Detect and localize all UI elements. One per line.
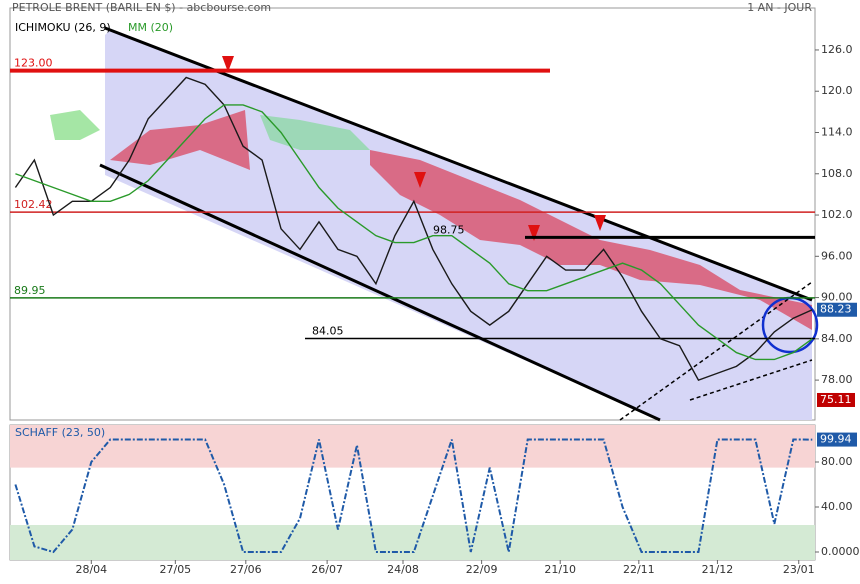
y-tick-label: 78.00 [821, 373, 853, 386]
y-tick-label: 114.0 [821, 125, 853, 138]
y-tick-label: 108.0 [821, 167, 853, 180]
level-label: 102.42 [14, 198, 53, 211]
y-tick-label: 0.0000 [821, 545, 860, 558]
ichimoku-cloud [50, 110, 100, 140]
y-tick-label: 126.0 [821, 43, 853, 56]
signal-arrows [222, 56, 606, 241]
y-tick-label: 102.0 [821, 208, 853, 221]
price-badge-label: 99.94 [820, 433, 852, 446]
ichimoku-cloud [370, 150, 812, 330]
x-tick-label: 22/11 [623, 563, 655, 576]
trend-line [689, 359, 813, 401]
price-badge-label: 75.11 [820, 393, 852, 406]
level-label: 84.05 [312, 324, 344, 337]
y-tick-label: 40.00 [821, 500, 853, 513]
legend-entry: SCHAFF (23, 50) [15, 426, 105, 439]
trend-line [104, 26, 813, 302]
x-tick-label: 22/09 [466, 563, 498, 576]
trend-line [99, 163, 661, 422]
x-tick-label: 27/06 [230, 563, 262, 576]
x-tick-label: 21/10 [544, 563, 576, 576]
zone [10, 525, 815, 560]
ichimoku-cloud [110, 110, 250, 170]
indicator-label: ICHIMOKU (26, 9) [15, 21, 111, 34]
x-tick-label: 23/01 [783, 563, 815, 576]
price-badge [817, 302, 857, 317]
price-badge [817, 432, 857, 447]
series-line [15, 104, 813, 361]
y-tick-label: 96.00 [821, 249, 853, 262]
period-label: 1 AN - JOUR [747, 1, 812, 14]
x-tick-label: 28/04 [75, 563, 107, 576]
x-tick-label: 21/12 [702, 563, 734, 576]
x-tick-label: 26/07 [311, 563, 343, 576]
y-tick-label: 84.00 [821, 332, 853, 345]
level-label: 123.00 [14, 57, 53, 70]
trend-line [619, 281, 813, 421]
price-badge [817, 392, 855, 407]
level-label: 98.75 [433, 223, 465, 236]
chart-title: PETROLE BRENT (BARIL EN $) - abcbourse.c… [12, 1, 271, 14]
series-line [14, 438, 813, 554]
x-tick-label: 27/05 [159, 563, 191, 576]
level-label: 89.95 [14, 284, 46, 297]
zone [10, 425, 815, 468]
y-tick-label: 120.0 [821, 84, 853, 97]
y-tick-label: 90.00 [821, 291, 853, 304]
price-badge-label: 88.23 [820, 303, 852, 316]
y-tick-label: 80.00 [821, 455, 853, 468]
x-tick-label: 24/08 [387, 563, 419, 576]
legend-entry: MM (20) [128, 21, 173, 34]
series-line [14, 76, 813, 381]
